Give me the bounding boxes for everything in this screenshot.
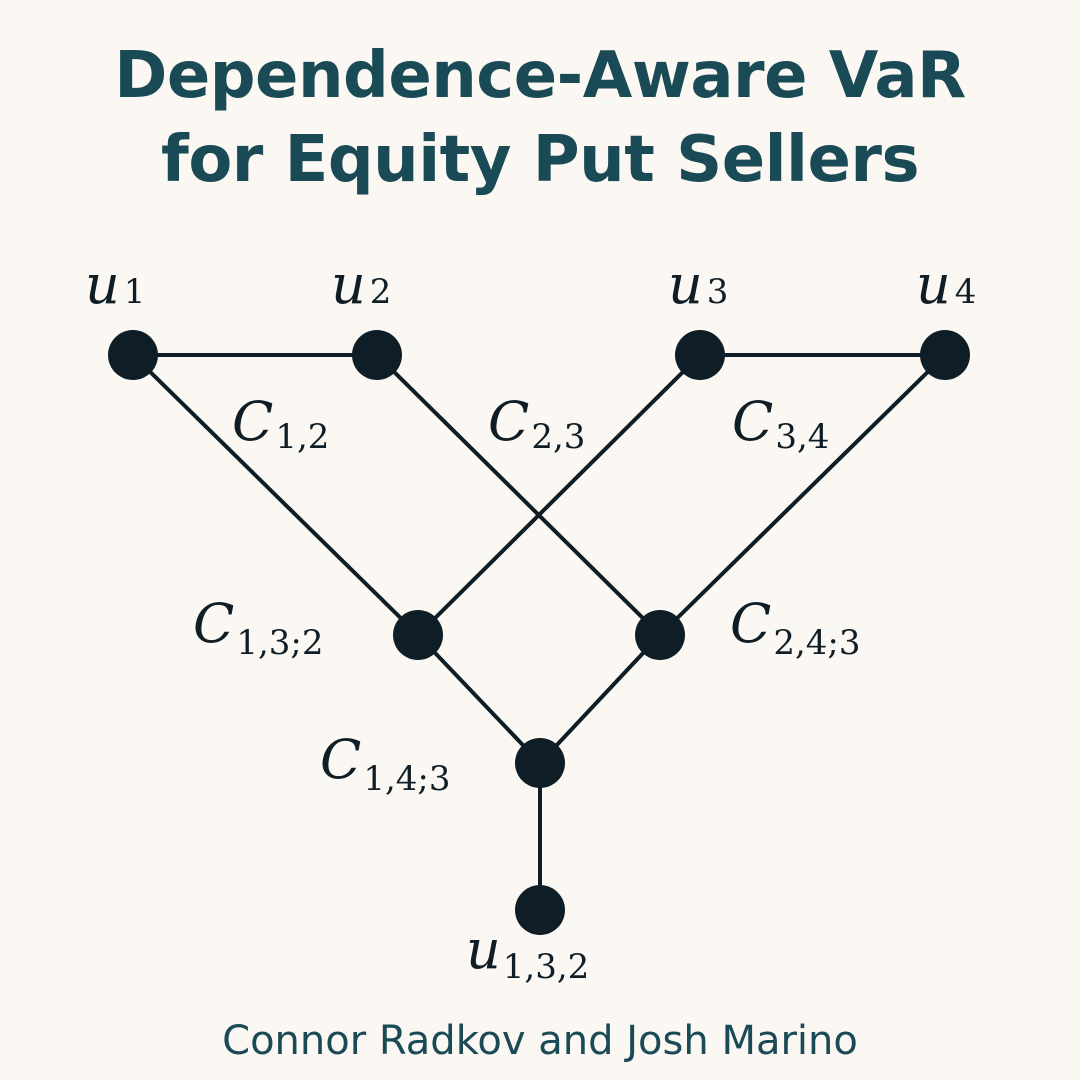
node-u2 [352, 330, 402, 380]
node-u132 [515, 885, 565, 935]
edge-label-c34-main: C [732, 390, 773, 453]
label-u1-main: u [85, 253, 120, 316]
edge-label-c12-main: C [232, 390, 273, 453]
title-line-2: for Equity Put Sellers [160, 123, 920, 197]
edge-u3-c132 [416, 353, 702, 637]
node-u1 [108, 330, 158, 380]
label-c243-main: C [730, 592, 771, 655]
edge-label-c23-sub: 2,3 [531, 417, 585, 457]
label-u2-main: u [331, 253, 366, 316]
edge-label-c12-sub: 1,2 [275, 417, 329, 457]
edge-c243-c143 [538, 633, 662, 765]
node-u3 [675, 330, 725, 380]
title-line-1: Dependence-Aware VaR [114, 39, 966, 113]
label-u132: u1,3,2 [466, 918, 589, 987]
label-u1-sub: 1 [124, 272, 146, 312]
label-c132-sub: 1,3;2 [236, 623, 323, 663]
label-u4-main: u [916, 253, 951, 316]
label-c132: C1,3;2 [193, 592, 324, 663]
label-u3-sub: 3 [707, 272, 729, 312]
node-c132 [393, 610, 443, 660]
label-c243-sub: 2,4;3 [773, 623, 860, 663]
edge-label-c12: C1,2 [232, 390, 329, 457]
edge-u1-c132 [131, 353, 420, 637]
edge-label-c34-sub: 3,4 [775, 417, 829, 457]
page-title: Dependence-Aware VaR for Equity Put Sell… [0, 34, 1080, 202]
label-c143-sub: 1,4;3 [363, 759, 450, 799]
edge-label-c23-main: C [488, 390, 529, 453]
edge-u2-c243 [375, 353, 662, 637]
label-u132-sub: 1,3,2 [503, 947, 590, 987]
label-c143: C1,4;3 [320, 728, 451, 799]
label-u4-sub: 4 [955, 272, 977, 312]
edge-label-c34: C3,4 [732, 390, 829, 457]
authors-line: Connor Radkov and Josh Marino [222, 1018, 858, 1064]
edge-c132-c143 [416, 633, 542, 765]
label-c243: C2,4;3 [730, 592, 861, 663]
node-c143 [515, 738, 565, 788]
edge-label-c23: C2,3 [488, 390, 585, 457]
node-c243 [635, 610, 685, 660]
label-u132-main: u [466, 918, 501, 981]
label-c132-main: C [193, 592, 234, 655]
node-u4 [920, 330, 970, 380]
edge-u4-c243 [658, 353, 947, 637]
label-u3-main: u [668, 253, 703, 316]
label-u2-sub: 2 [370, 272, 392, 312]
label-c143-main: C [320, 728, 361, 791]
